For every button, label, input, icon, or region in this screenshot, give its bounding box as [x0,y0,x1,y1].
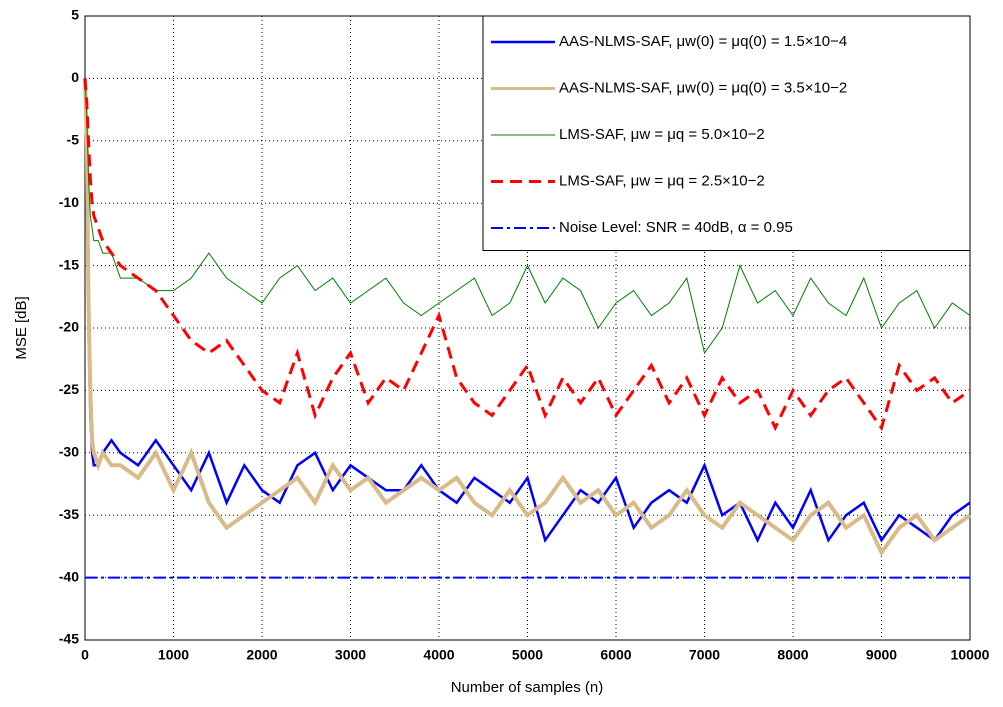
x-tick-label: 0 [81,647,89,663]
series-line [84,78,971,355]
y-tick-label: -25 [59,381,79,397]
y-tick-label: 0 [71,69,79,85]
y-tick-label: -30 [59,444,79,460]
y-tick-label: -40 [59,568,79,584]
x-tick-label: 5000 [512,647,543,663]
series-line [83,78,971,432]
x-axis-label: Number of samples (n) [451,679,604,696]
y-tick-label: -20 [59,319,79,335]
y-tick-label: -15 [59,256,79,272]
x-tick-label: 4000 [423,647,454,663]
y-tick-label: -35 [59,506,79,522]
legend-label: Noise Level: SNR = 40dB, α = 0.95 [559,219,793,236]
x-tick-label: 7000 [689,647,720,663]
x-tick-label: 2000 [246,647,277,663]
legend-label: LMS-SAF, μw = μq = 2.5×10−2 [559,172,765,189]
legend-label: LMS-SAF, μw = μq = 5.0×10−2 [559,126,765,143]
x-tick-label: 3000 [335,647,366,663]
y-tick-label: 5 [71,7,79,23]
y-tick-label: -45 [59,631,79,647]
x-tick-label: 1000 [158,647,189,663]
x-tick-label: 6000 [600,647,631,663]
legend-label: AAS-NLMS-SAF, μw(0) = μq(0) = 3.5×10−2 [559,79,847,96]
legend-box [482,15,971,251]
x-tick-label: 9000 [866,647,897,663]
series-line [83,78,972,557]
y-tick-label: -5 [67,132,80,148]
x-tick-label: 8000 [777,647,808,663]
x-tick-label: 10000 [951,647,990,663]
y-tick-label: -10 [59,194,79,210]
y-axis-label: MSE [dB] [13,296,30,359]
legend-label: AAS-NLMS-SAF, μw(0) = μq(0) = 1.5×10−4 [559,33,847,50]
